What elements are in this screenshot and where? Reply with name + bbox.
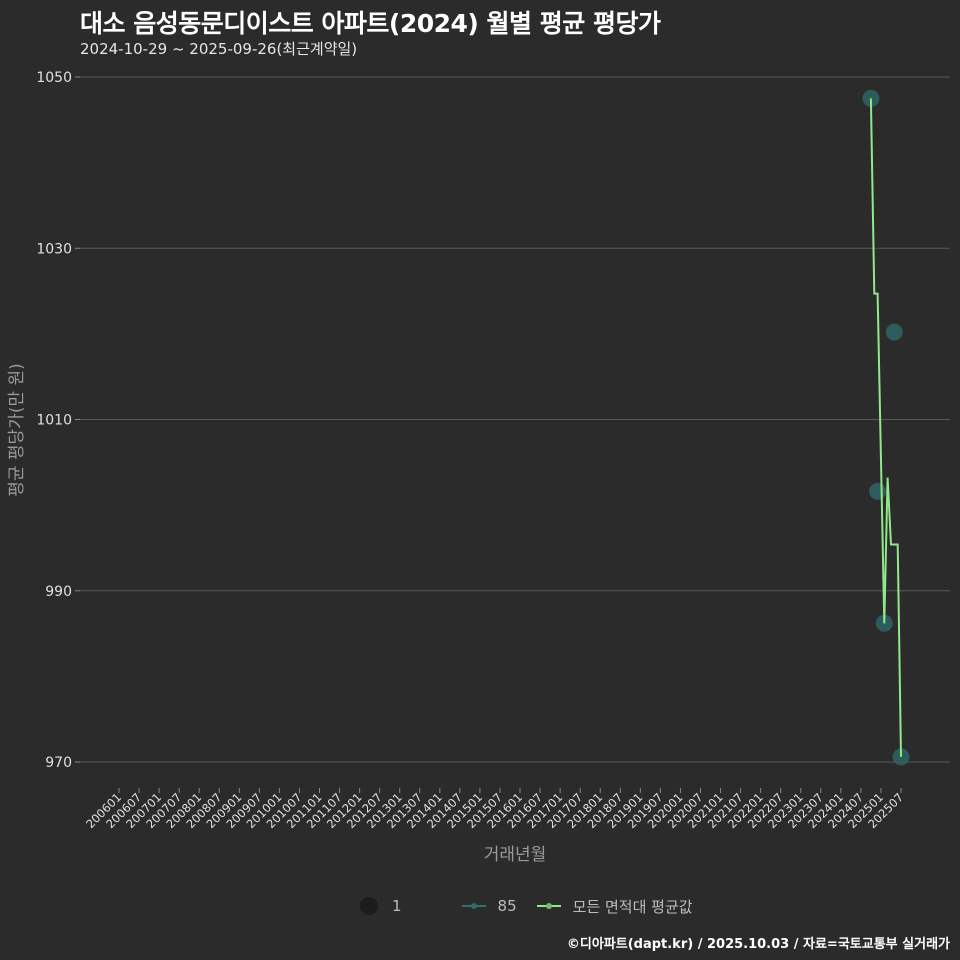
y-tick-label: 1030 — [36, 241, 72, 257]
legend-series-label: 85 — [497, 897, 517, 915]
average-line — [869, 98, 902, 757]
legend-series-label: 모든 면적대 평균값 — [572, 897, 693, 916]
x-axis-title: 거래년월 — [484, 845, 547, 865]
y-tick-label: 970 — [45, 755, 72, 771]
chart-subtitle: 2024-10-29 ~ 2025-09-26(최근계약일) — [80, 40, 358, 58]
y-tick-label: 1010 — [36, 413, 72, 429]
legend-size-dot-icon — [360, 897, 378, 915]
y-tick-label: 990 — [45, 584, 72, 600]
data-point-85 — [885, 323, 903, 341]
y-tick-label: 1050 — [36, 70, 72, 86]
chart-title: 대소 음성동문디이스트 아파트(2024) 월별 평균 평당가 — [80, 9, 661, 38]
legend-series-85: 85 — [461, 897, 517, 915]
legend-series-avg: 모든 면적대 평균값 — [536, 896, 693, 917]
legend: 1 85 모든 면적대 평균값 — [355, 893, 713, 919]
legend-size: 1 — [355, 897, 402, 915]
legend-line-marker-icon — [536, 899, 561, 913]
legend-line-marker-icon — [461, 899, 486, 913]
data-point-85 — [869, 482, 887, 500]
source-caption: ©디아파트(dapt.kr) / 2025.10.03 / 자료=국토교통부 실… — [566, 937, 950, 952]
y-axis-title: 평균 평당가(만 원) — [7, 363, 27, 497]
legend-size-label: 1 — [392, 897, 402, 915]
